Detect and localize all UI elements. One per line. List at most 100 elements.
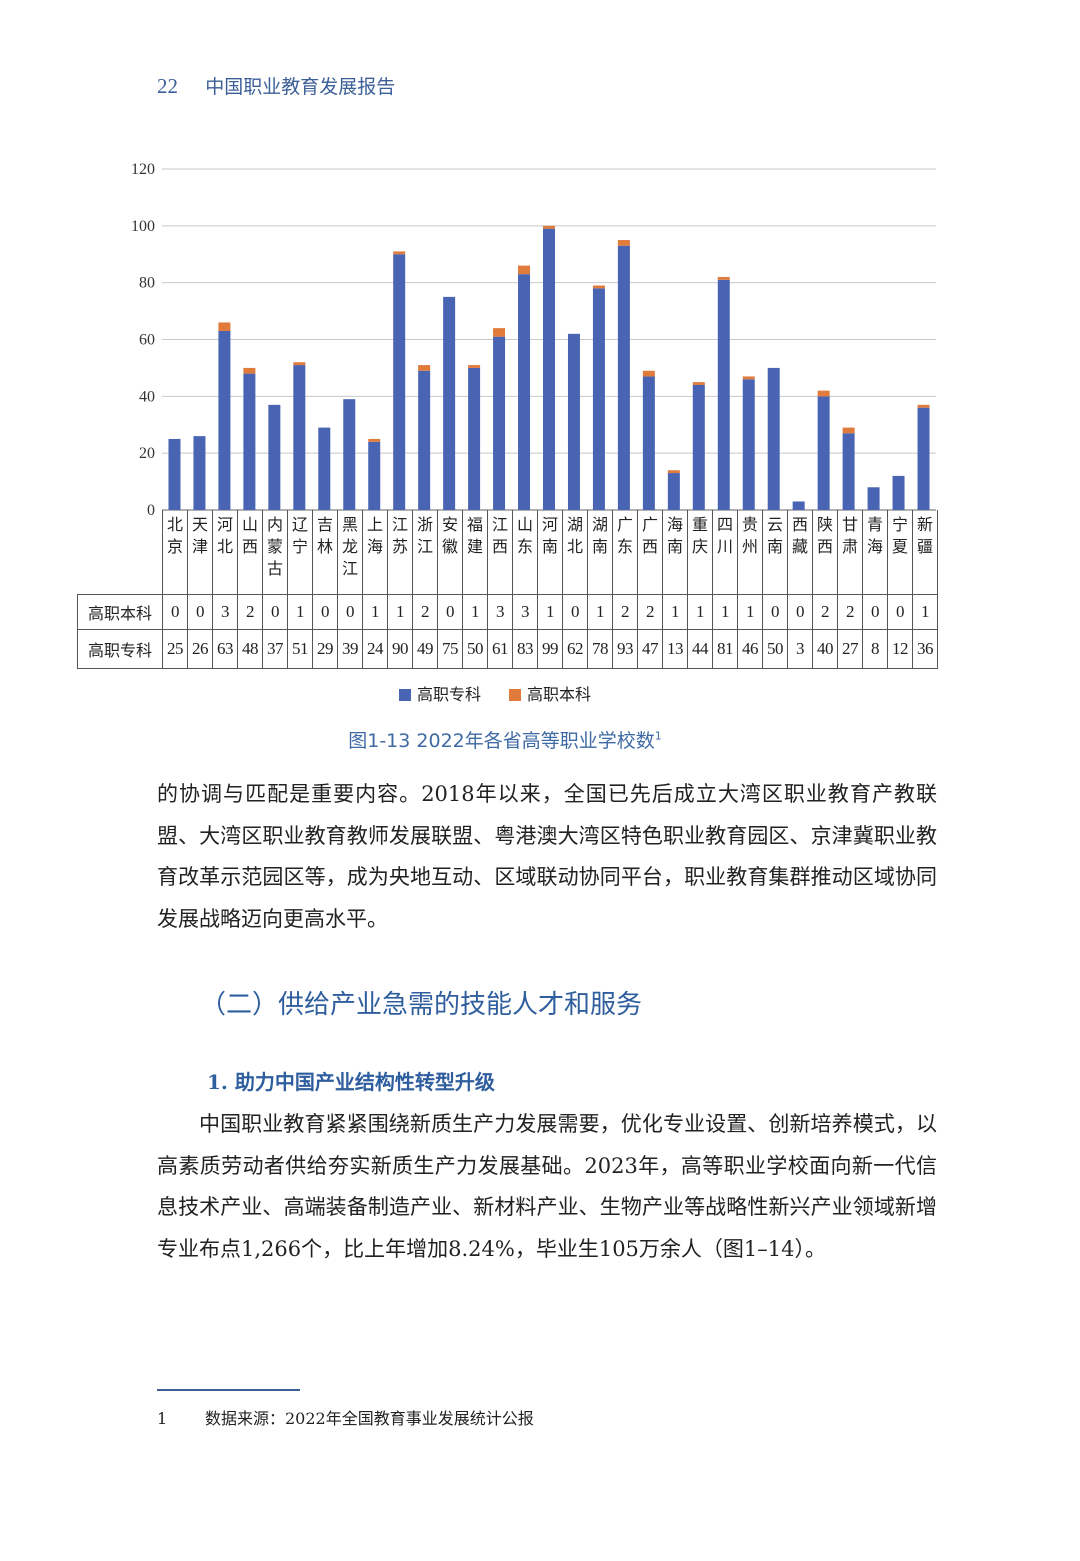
row-label: 高职本科 — [77, 594, 163, 630]
province-label: 河南 — [537, 510, 563, 595]
page-number: 22 — [157, 74, 178, 98]
table-cell: 0 — [762, 594, 788, 630]
bar-benke — [393, 251, 406, 255]
table-cell: 78 — [587, 629, 613, 669]
table-cell: 13 — [662, 629, 688, 669]
bar-zhuanke — [717, 279, 730, 510]
bar-benke — [642, 370, 655, 377]
bar-benke — [817, 390, 830, 397]
book-title: 中国职业教育发展报告 — [205, 76, 396, 98]
paragraph: 的协调与匹配是重要内容。2018年以来，全国已先后成立大湾区职业教育产教联盟、大… — [157, 782, 937, 931]
table-cell: 99 — [537, 629, 563, 669]
table-cell: 3 — [787, 629, 813, 669]
bar-zhuanke — [493, 336, 506, 510]
running-header: 22 中国职业教育发展报告 — [157, 72, 395, 99]
bar-benke — [717, 276, 730, 280]
province-label: 四川 — [712, 510, 738, 595]
table-cell: 49 — [412, 629, 438, 669]
table-cell: 0 — [862, 594, 888, 630]
bar-zhuanke — [343, 399, 356, 510]
province-label: 贵州 — [737, 510, 763, 595]
table-cell: 81 — [712, 629, 738, 669]
footnote-divider — [157, 1389, 300, 1391]
paragraph: 中国职业教育紧紧围绕新质生产力发展需要，优化专业设置、创新培养模式，以高素质劳动… — [157, 1112, 937, 1261]
bar-zhuanke — [243, 373, 256, 510]
bar-zhuanke — [892, 475, 905, 510]
table-cell: 3 — [487, 594, 513, 630]
bar-zhuanke — [518, 274, 531, 510]
table-cell: 44 — [687, 629, 713, 669]
bar-zhuanke — [742, 379, 755, 510]
bar-benke — [592, 285, 605, 289]
bar-benke — [418, 365, 431, 371]
table-corner — [77, 510, 163, 595]
legend-swatch-blue — [399, 689, 411, 701]
y-tick-label: 100 — [131, 218, 155, 235]
bar-benke — [293, 362, 306, 366]
province-label: 宁夏 — [887, 510, 913, 595]
table-cell: 0 — [887, 594, 913, 630]
province-label: 河北 — [212, 510, 238, 595]
province-label: 辽宁 — [287, 510, 313, 595]
bar-zhuanke — [617, 245, 630, 510]
bar-zhuanke — [393, 254, 406, 510]
table-cell: 0 — [437, 594, 463, 630]
bar-benke — [493, 328, 506, 337]
bar-benke — [368, 438, 381, 442]
province-label: 广东 — [612, 510, 638, 595]
bar-benke — [518, 265, 531, 275]
bar-zhuanke — [842, 433, 855, 510]
province-label: 广西 — [637, 510, 663, 595]
bar-zhuanke — [867, 487, 880, 510]
bar-zhuanke — [218, 330, 231, 510]
y-tick-label: 40 — [139, 388, 155, 405]
province-label: 江西 — [487, 510, 513, 595]
table-cell: 1 — [662, 594, 688, 630]
bar-zhuanke — [193, 436, 206, 510]
province-label: 陕西 — [812, 510, 838, 595]
table-cell: 1 — [462, 594, 488, 630]
bar-zhuanke — [817, 396, 830, 510]
province-label: 天津 — [187, 510, 213, 595]
bar-zhuanke — [318, 427, 331, 510]
bar-zhuanke — [667, 473, 680, 510]
table-cell: 25 — [162, 629, 188, 669]
table-cell: 36 — [912, 629, 938, 669]
y-tick-label: 20 — [139, 445, 155, 462]
bar-zhuanke — [468, 367, 481, 510]
footnote-ref: 1 — [654, 729, 662, 743]
bar-zhuanke — [642, 376, 655, 510]
table-cell: 0 — [162, 594, 188, 630]
table-cell: 2 — [812, 594, 838, 630]
province-label: 西藏 — [787, 510, 813, 595]
table-cell: 0 — [787, 594, 813, 630]
table-cell: 93 — [612, 629, 638, 669]
bar-benke — [842, 427, 855, 434]
bar-benke — [667, 470, 680, 474]
row-label: 高职专科 — [77, 629, 163, 669]
province-label: 海南 — [662, 510, 688, 595]
chart-data-table: 北京 天津 河北 山西 内蒙古 辽宁 吉林 黑龙江 上海 江苏 浙江 安徽 福建 江西 山东 河南 湖北 湖南 广东… — [77, 510, 938, 669]
table-cell: 61 — [487, 629, 513, 669]
figure-caption: 图1-13 2022年各省高等职业学校数1 — [348, 729, 662, 752]
table-cell: 2 — [612, 594, 638, 630]
chart-legend: 高职专科 高职本科 — [399, 681, 591, 705]
province-label: 新疆 — [912, 510, 938, 595]
table-cell: 27 — [837, 629, 863, 669]
bar-zhuanke — [418, 370, 431, 510]
table-header-row: 北京 天津 河北 山西 内蒙古 辽宁 吉林 黑龙江 上海 江苏 浙江 安徽 福建 江西 山东 河南 湖北 湖南 广东… — [77, 510, 938, 595]
bar-benke — [617, 240, 630, 246]
table-row: 高职本科 0 0 3 2 0 1 0 0 1 1 2 0 1 3 3 1 0 1 2 2 1 1 1 1 0 0 2 2 0 0 1 — [77, 594, 938, 630]
province-label: 湖北 — [562, 510, 588, 595]
table-cell: 12 — [887, 629, 913, 669]
bar-benke — [742, 376, 755, 380]
table-cell: 29 — [312, 629, 338, 669]
table-cell: 0 — [337, 594, 363, 630]
bar-zhuanke — [543, 228, 555, 511]
table-cell: 2 — [837, 594, 863, 630]
legend-item-zhuanke: 高职专科 — [399, 681, 481, 705]
province-label: 内蒙古 — [262, 510, 288, 595]
bar-zhuanke — [368, 441, 381, 510]
table-cell: 50 — [762, 629, 788, 669]
